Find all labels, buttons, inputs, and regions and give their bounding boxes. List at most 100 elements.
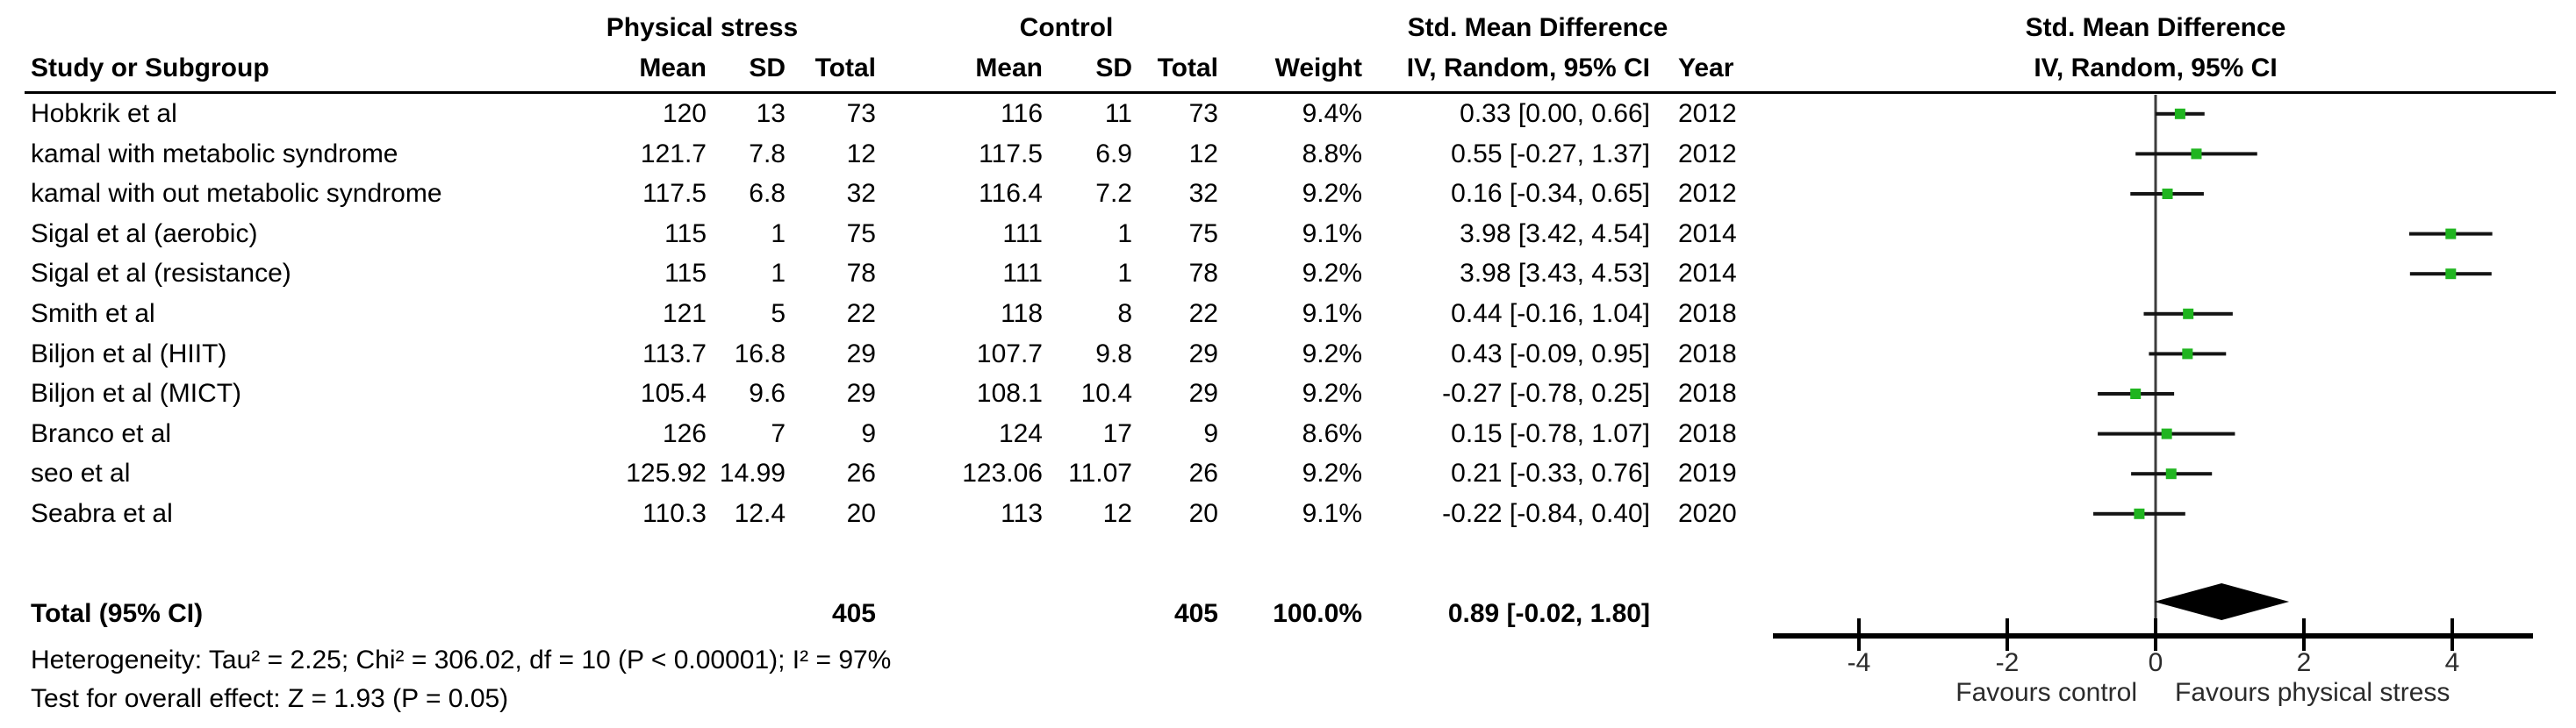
exp-sd: 12.4	[734, 499, 786, 528]
ctrl-total: 9	[1203, 419, 1218, 448]
effect-square	[2162, 189, 2173, 199]
col-header-year: Year	[1678, 54, 1734, 82]
ctrl-sd: 11.07	[1068, 459, 1132, 488]
col-header-ctrl-mean: Mean	[975, 54, 1043, 82]
zero-reference-line	[2154, 95, 2157, 636]
col-header-exp-sd: SD	[749, 54, 786, 82]
exp-mean: 115	[664, 219, 707, 248]
effect-square	[2191, 148, 2202, 160]
ctrl-sd: 1	[1117, 259, 1132, 288]
smd-ci: 0.21 [-0.33, 0.76]	[1451, 459, 1650, 488]
effect-square	[2182, 348, 2193, 360]
ci-line	[2131, 472, 2213, 476]
weight: 9.2%	[1302, 379, 1362, 408]
exp-total: 32	[846, 179, 876, 208]
exp-total: 22	[846, 299, 876, 328]
study-name: Branco et al	[31, 419, 172, 448]
ci-line	[2098, 432, 2235, 436]
tick-label: 0	[2148, 648, 2163, 677]
smd-ci: 0.33 [0.00, 0.66]	[1460, 99, 1650, 128]
ci-line	[2149, 352, 2227, 356]
effect-square	[2161, 428, 2172, 439]
weight: 9.4%	[1302, 99, 1362, 128]
ci-line	[2130, 192, 2204, 196]
exp-total: 75	[846, 219, 876, 248]
axis-label-favours-control: Favours control	[1955, 678, 2137, 707]
exp-sd: 5	[771, 299, 786, 328]
weight: 9.2%	[1302, 339, 1362, 368]
study-name: Biljon et al (HIIT)	[31, 339, 227, 368]
ctrl-mean: 118	[1001, 299, 1043, 328]
effect-square	[2445, 268, 2457, 280]
study-name: Hobkrik et al	[31, 99, 177, 128]
ctrl-total: 20	[1188, 499, 1218, 528]
exp-mean: 120	[662, 99, 707, 128]
total-weight: 100.0%	[1273, 599, 1362, 628]
exp-sd: 14.99	[719, 459, 786, 488]
ctrl-sd: 17	[1102, 419, 1132, 448]
study-name: kamal with out metabolic syndrome	[31, 179, 442, 208]
exp-mean: 115	[664, 259, 707, 288]
ctrl-total: 29	[1188, 339, 1218, 368]
effect-square	[2445, 228, 2457, 239]
exp-sd: 7	[771, 419, 786, 448]
smd-ci: -0.22 [-0.84, 0.40]	[1442, 499, 1650, 528]
study-name: Sigal et al (resistance)	[31, 259, 291, 288]
ctrl-mean: 108.1	[976, 379, 1043, 408]
weight: 8.6%	[1302, 419, 1362, 448]
ctrl-total: 32	[1188, 179, 1218, 208]
study-name: kamal with metabolic syndrome	[31, 139, 398, 168]
group-header-effect: Std. Mean Difference	[1407, 13, 1668, 42]
ctrl-sd: 12	[1102, 499, 1132, 528]
ctrl-mean: 116	[1001, 99, 1043, 128]
x-axis-line	[1773, 633, 2533, 639]
effect-square	[2134, 508, 2145, 519]
study-name: Seabra et al	[31, 499, 173, 528]
col-header-weight: Weight	[1274, 54, 1362, 82]
ctrl-total: 22	[1188, 299, 1218, 328]
smd-ci: 0.43 [-0.09, 0.95]	[1451, 339, 1650, 368]
exp-sd: 1	[771, 219, 786, 248]
ctrl-mean: 111	[1002, 259, 1043, 288]
axis-tick	[1857, 618, 1861, 651]
exp-sd: 1	[771, 259, 786, 288]
total-exp-total: 405	[831, 599, 876, 628]
year: 2012	[1678, 99, 1737, 128]
total-ctrl-total: 405	[1173, 599, 1218, 628]
exp-mean: 105.4	[640, 379, 707, 408]
study-name: Smith et al	[31, 299, 155, 328]
ctrl-total: 73	[1188, 99, 1218, 128]
ctrl-sd: 11	[1104, 99, 1132, 128]
exp-mean: 125.92	[626, 459, 707, 488]
ctrl-sd: 8	[1117, 299, 1132, 328]
axis-tick	[2154, 618, 2157, 651]
axis-label-favours-experimental: Favours physical stress	[2175, 678, 2450, 707]
ctrl-total: 75	[1188, 219, 1218, 248]
exp-total: 29	[846, 379, 876, 408]
ctrl-total: 78	[1188, 259, 1218, 288]
study-name: Biljon et al (MICT)	[31, 379, 242, 408]
ci-line	[2408, 232, 2493, 236]
tick-label: -4	[1847, 648, 1871, 677]
ctrl-mean: 117.5	[979, 139, 1043, 168]
axis-tick	[2006, 618, 2009, 651]
year: 2020	[1678, 499, 1737, 528]
col-header-exp-total: Total	[814, 54, 876, 82]
col-header-ctrl-total: Total	[1157, 54, 1218, 82]
weight: 9.2%	[1302, 459, 1362, 488]
header-rule	[25, 91, 2556, 94]
total-label: Total (95% CI)	[31, 599, 204, 628]
exp-total: 20	[846, 499, 876, 528]
smd-ci: 0.55 [-0.27, 1.37]	[1451, 139, 1650, 168]
year: 2018	[1678, 299, 1737, 328]
ctrl-sd: 1	[1117, 219, 1132, 248]
weight: 9.1%	[1302, 499, 1362, 528]
smd-ci: -0.27 [-0.78, 0.25]	[1442, 379, 1650, 408]
exp-sd: 16.8	[734, 339, 786, 368]
ctrl-mean: 124	[998, 419, 1043, 448]
summary-diamond	[2154, 583, 2290, 620]
effect-square	[2165, 468, 2177, 480]
smd-ci: 0.16 [-0.34, 0.65]	[1451, 179, 1650, 208]
col-header-ctrl-sd: SD	[1095, 54, 1132, 82]
